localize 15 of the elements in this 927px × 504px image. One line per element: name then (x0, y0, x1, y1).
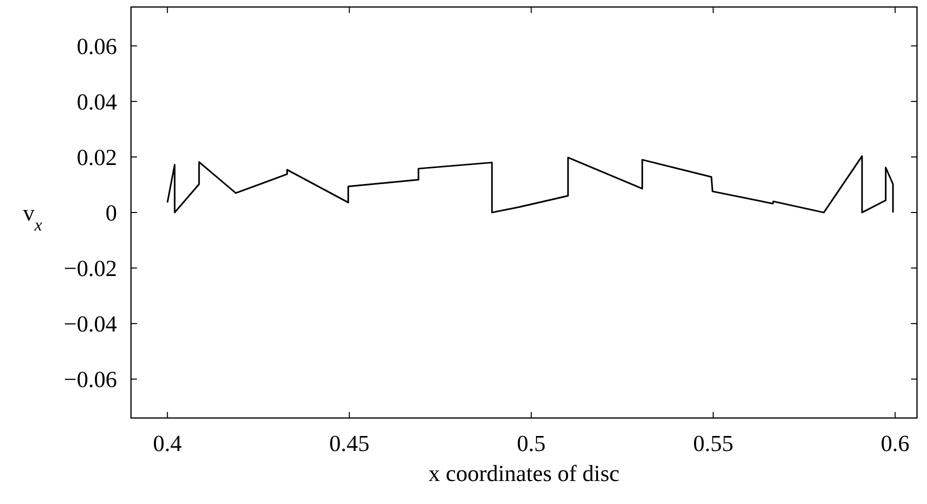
x-tick-label: 0.6 (880, 431, 910, 456)
y-tick-label: −0.04 (64, 312, 118, 337)
y-axis-title: v$_{x}$ (23, 200, 42, 234)
x-tick-label: 0.5 (516, 431, 546, 456)
y-tick-label: 0 (106, 200, 117, 226)
y-tick-label: −0.02 (64, 256, 117, 282)
x-tick-label: 0.45 (329, 431, 370, 456)
y-tick-label: 0.06 (76, 34, 117, 59)
x-axis-title: x coordinates of disc (428, 461, 620, 486)
y-tick-label: 0.02 (76, 145, 117, 170)
y-tick-label: 0.04 (76, 89, 118, 114)
line-series (166, 155, 894, 214)
x-tick-label: 0.55 (693, 431, 734, 456)
x-tick-label: 0.4 (153, 431, 182, 456)
y-tick-label: −0.06 (64, 367, 117, 392)
